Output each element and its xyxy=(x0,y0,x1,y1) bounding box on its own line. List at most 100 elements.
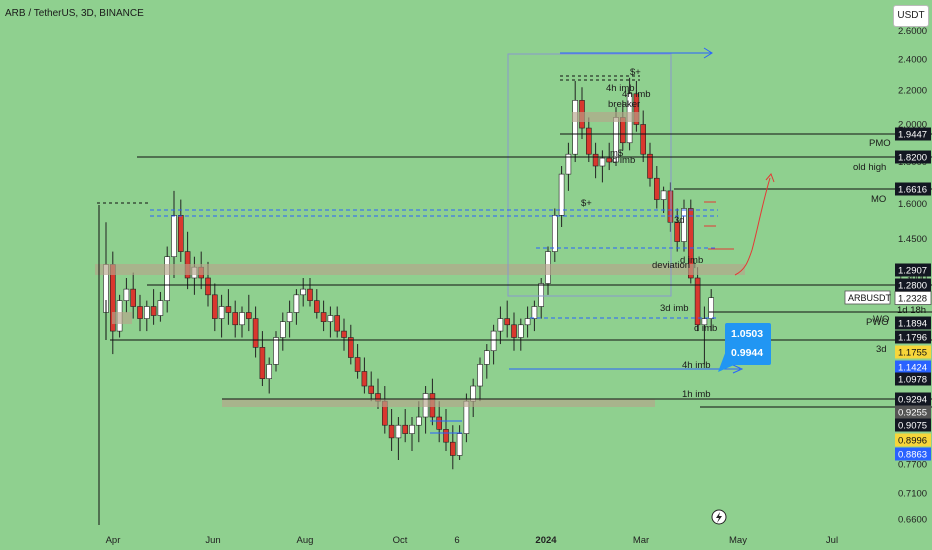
price-label: 0.8996 xyxy=(895,433,931,447)
candle xyxy=(653,166,660,209)
candle-body xyxy=(443,429,449,443)
candle xyxy=(252,306,259,358)
candle-body xyxy=(286,312,293,322)
callout-pointer xyxy=(718,348,734,372)
candle-body xyxy=(157,300,164,316)
candle-body xyxy=(558,173,565,216)
price-label: 1.8200 xyxy=(895,150,931,164)
candle-body xyxy=(449,441,456,456)
candle-body xyxy=(436,416,443,430)
candle xyxy=(592,142,599,179)
price-label-text: 1.0978 xyxy=(898,375,927,386)
candle xyxy=(266,357,273,394)
range-box xyxy=(507,53,672,297)
candle-body xyxy=(674,221,681,242)
chart-annotation: d imb xyxy=(694,323,717,334)
candle xyxy=(647,142,653,187)
candle xyxy=(483,344,490,379)
candle xyxy=(191,256,198,295)
candle xyxy=(694,267,701,332)
candle-body xyxy=(347,337,354,358)
candle xyxy=(225,289,232,325)
price-label-text: 1.1424 xyxy=(898,363,927,374)
time-axis[interactable]: Apr Jun Aug Oct 6 2024 Mar May Jul xyxy=(106,535,838,546)
candle xyxy=(286,300,293,338)
candle-body xyxy=(660,190,667,200)
candle-body xyxy=(293,294,300,313)
candle xyxy=(218,294,225,338)
candle xyxy=(144,300,150,332)
candle-body xyxy=(606,157,613,163)
price-label: 1.2800 xyxy=(895,278,931,292)
price-label-bg xyxy=(895,372,931,386)
currency-button[interactable]: USDT xyxy=(893,5,929,27)
candle xyxy=(300,277,307,307)
chart-annotation: 4h imb xyxy=(622,89,651,100)
candle-body xyxy=(239,312,245,326)
candle-body xyxy=(164,256,170,301)
candle xyxy=(137,294,143,332)
candle-body xyxy=(218,306,225,319)
candle-body xyxy=(266,364,273,379)
price-label: 1.2328 xyxy=(894,291,932,305)
price-label: 1.0978 xyxy=(895,372,931,386)
price-axis-tick: 1.3000 xyxy=(898,273,927,284)
candle xyxy=(388,409,395,451)
price-label-bg xyxy=(895,392,931,406)
candle-body xyxy=(327,315,334,322)
price-label-bg xyxy=(895,182,931,196)
candle-body xyxy=(599,157,606,167)
candle xyxy=(178,199,184,262)
price-label-bg xyxy=(895,330,931,344)
candle xyxy=(157,291,164,322)
candle xyxy=(660,186,667,214)
price-label-text: 1.9447 xyxy=(898,130,927,141)
candle xyxy=(354,344,361,379)
right-annotation: PMO xyxy=(869,138,891,149)
symbol-tag-bg xyxy=(844,290,891,305)
price-label-bg xyxy=(895,127,931,141)
chart-annotation: $+ xyxy=(581,198,592,209)
price-label: 0.8863 xyxy=(895,447,931,461)
right-annotation: old high xyxy=(853,162,886,173)
price-labels: 1.9447 1.8200 1.6616 1.2907 1.2800 1.2328 1.18… xyxy=(844,127,932,461)
price-label: 1.9447 xyxy=(895,127,931,141)
candle-body xyxy=(511,324,517,338)
projection-path xyxy=(734,177,771,276)
price-label: 1.1796 xyxy=(895,330,931,344)
candle xyxy=(259,331,266,387)
price-label-text: 0.9255 xyxy=(898,408,927,419)
candle-body xyxy=(483,350,490,365)
candle xyxy=(497,306,504,345)
candle xyxy=(361,357,368,394)
candle-body xyxy=(477,364,483,387)
right-annotation: WO xyxy=(873,314,889,325)
candle-body xyxy=(640,124,647,155)
candle xyxy=(341,318,347,351)
imb-arrow-head xyxy=(732,364,744,374)
chart-annotation: 4h imb xyxy=(682,360,711,371)
candle xyxy=(409,417,415,451)
right-annotation: 3d xyxy=(876,344,887,355)
candle-body xyxy=(456,433,463,456)
price-label-bg xyxy=(894,291,932,305)
candle xyxy=(212,283,218,332)
chart-annotation: 3d xyxy=(674,215,685,226)
candle-body xyxy=(653,177,660,200)
candle-body xyxy=(279,321,286,338)
candle-body xyxy=(681,208,687,242)
candle xyxy=(558,166,565,227)
price-label-text: 1.1755 xyxy=(898,348,927,359)
countdown-text: 1d 18h xyxy=(897,305,926,316)
symbol-tag-text: ARBUSDT xyxy=(848,293,892,303)
candle-body xyxy=(687,208,694,279)
candle-body xyxy=(334,315,341,332)
candle xyxy=(320,300,327,332)
candle xyxy=(395,417,402,461)
candle-body xyxy=(225,306,232,313)
time-axis-tick: 6 xyxy=(454,535,459,546)
candle xyxy=(456,425,463,461)
price-axis-tick: 0.6600 xyxy=(898,515,927,526)
